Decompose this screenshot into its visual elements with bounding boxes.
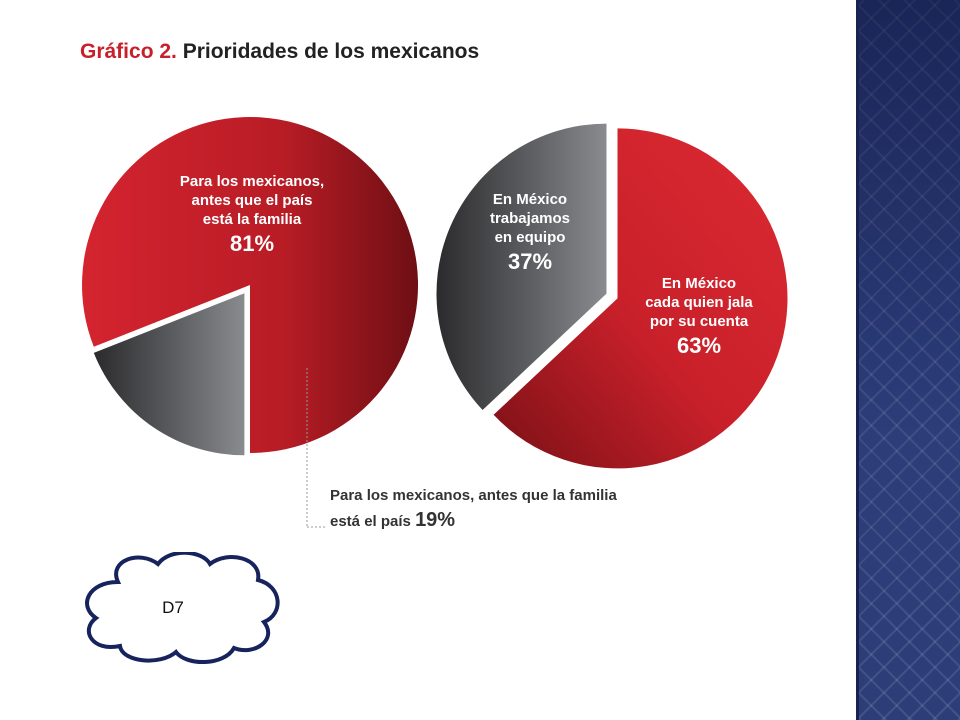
d7-callout: D7: [78, 550, 286, 668]
pie1-label-pais-line1: Para los mexicanos, antes que la familia: [330, 487, 617, 504]
pie2-label-cuenta-line1: En México: [661, 275, 737, 292]
pie1-label-pais-line2: está el país 19%: [330, 508, 617, 534]
pie1-label-pais-text2: está el país: [330, 513, 411, 530]
pie1-label-familia-line1: Para los mexicanos,: [179, 173, 325, 190]
decorative-sidebar: [856, 0, 960, 720]
chart-title-prefix: Gráfico 2.: [80, 40, 177, 63]
chart-title-main: Prioridades de los mexicanos: [182, 40, 480, 63]
cloud-shape: [85, 550, 280, 665]
pie2-label-cuenta-pct: 63%: [676, 333, 722, 358]
pie1-label-pais-pct: 19%: [415, 509, 456, 531]
pie1-label-familia-line2: antes que el país: [191, 192, 313, 209]
pie2-label-cuenta: En México cada quien jala por su cuenta …: [614, 274, 784, 361]
pie2-label-equipo: En México trabajamos en equipo 37%: [450, 190, 610, 277]
pie2-label-cuenta-line2: cada quien jala: [645, 294, 753, 311]
pie2-label-equipo-pct: 37%: [507, 249, 553, 274]
pie2-label-equipo-line3: en equipo: [494, 229, 566, 246]
pie2-label-cuenta-line3: por su cuenta: [649, 313, 749, 330]
pie2-slice-equipo: [436, 123, 607, 410]
pie2-label-equipo-line1: En México: [492, 191, 568, 208]
pie2-label-equipo-line2: trabajamos: [489, 210, 571, 227]
pie2-slice-cuenta: [493, 128, 788, 469]
chart-title: Gráfico 2. Prioridades de los mexicanos: [80, 40, 479, 64]
pie1-label-pais: Para los mexicanos, antes que la familia…: [330, 484, 617, 534]
pie1-label-familia-line3: está la familia: [202, 211, 302, 228]
pie1-label-familia-pct: 81%: [229, 231, 275, 256]
cloud-label: D7: [162, 598, 184, 617]
pie-charts: [82, 117, 788, 528]
pie1-slice-familia: [82, 117, 419, 454]
pie1-slice-pais: [93, 293, 245, 456]
pie1-label-familia: Para los mexicanos, antes que el país es…: [152, 172, 352, 259]
